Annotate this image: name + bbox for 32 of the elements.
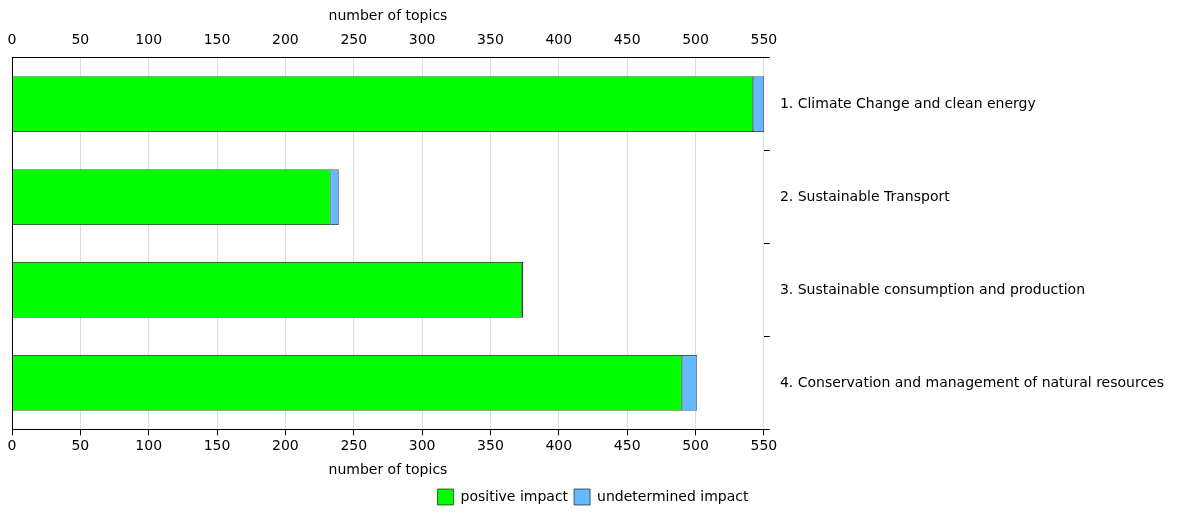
x2-tick-label: 300 xyxy=(408,30,436,47)
y-tick-label: 2. Sustainable Transport xyxy=(779,187,951,204)
y-tick-label: 4. Conservation and management of natural resources xyxy=(779,373,1165,390)
x-tick-label: 450 xyxy=(613,437,641,454)
x-axis-title: number of topics xyxy=(328,461,448,478)
y-tick-label: 3. Sustainable consumption and production xyxy=(779,280,1086,297)
x-tick-label: 250 xyxy=(340,437,368,454)
x-tick-label: 100 xyxy=(135,437,163,454)
x-tick-label: 200 xyxy=(272,437,299,454)
x2-tick-label: 50 xyxy=(71,30,90,47)
x2-tick-label: 500 xyxy=(682,30,709,47)
x-tick-label: 150 xyxy=(203,437,231,454)
x2-tick-label: 250 xyxy=(340,30,368,47)
x2-tick-label: 350 xyxy=(477,30,504,47)
x-tick-label: 550 xyxy=(750,437,778,454)
x2-tick-label: 550 xyxy=(750,30,778,47)
x-tick-label: 500 xyxy=(682,437,709,454)
x-tick-label: 400 xyxy=(545,437,573,454)
x2-tick-label: 0 xyxy=(7,30,17,47)
x2-tick-label: 400 xyxy=(545,30,573,47)
y-tick-label: 1. Climate Change and clean energy xyxy=(779,94,1036,111)
x2-tick-label: 200 xyxy=(272,30,299,47)
x2-tick-label: 450 xyxy=(613,30,641,47)
x2-tick-label: 100 xyxy=(135,30,163,47)
legend-label: positive impact xyxy=(460,487,569,504)
x-tick-label: 350 xyxy=(477,437,504,454)
x2-tick-label: 150 xyxy=(203,30,231,47)
x-tick-label: 300 xyxy=(408,437,436,454)
x-tick-label: 0 xyxy=(7,437,17,454)
legend-label: undetermined impact xyxy=(597,487,749,504)
x2-axis-title: number of topics xyxy=(328,7,448,24)
x-tick-label: 50 xyxy=(71,437,90,454)
